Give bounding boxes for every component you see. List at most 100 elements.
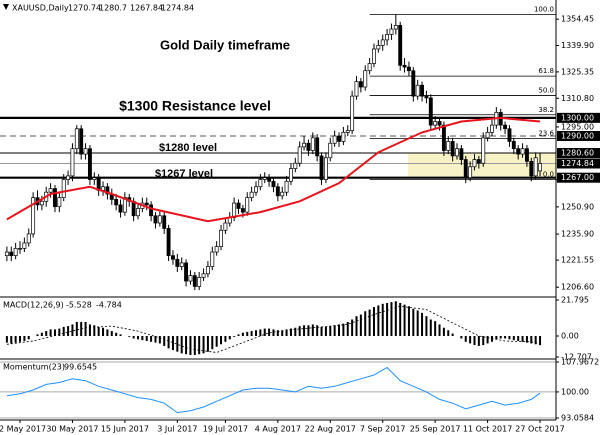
candle-body — [271, 180, 276, 188]
macd-bar — [237, 334, 240, 337]
candle-body — [153, 215, 158, 224]
macd-bar — [386, 302, 389, 337]
macd-bar — [206, 336, 209, 352]
macd-bar — [333, 325, 336, 337]
candle-body — [503, 124, 508, 130]
candle-body — [441, 124, 446, 151]
macd-bar — [198, 336, 201, 355]
candle-body — [136, 208, 140, 217]
y-tick-label: 1339.90 — [561, 41, 594, 50]
candle-body — [13, 248, 18, 257]
candle-body — [481, 137, 486, 164]
candle-body — [118, 204, 123, 213]
macd-bar — [316, 325, 319, 337]
candle-body — [92, 177, 97, 180]
candle-body — [166, 228, 171, 257]
macd-bar — [421, 312, 424, 337]
level-label-box — [557, 158, 600, 169]
level-label-box — [557, 148, 600, 159]
macd-bar — [324, 326, 327, 337]
macd-bar — [482, 336, 485, 346]
macd-bar — [364, 311, 367, 337]
symbol: XAUUSD,Daily — [12, 4, 69, 13]
macd-bar — [19, 336, 22, 342]
candle-body — [258, 179, 263, 188]
macd-bar — [141, 336, 144, 341]
fib-label: 23.6 — [538, 130, 554, 138]
candle-body — [398, 25, 403, 66]
candle-body — [87, 148, 92, 180]
candle-body — [393, 25, 398, 30]
macd-bar — [119, 334, 122, 337]
macd-bar — [163, 336, 166, 346]
x-tick-label: 30 May 2017 — [46, 425, 98, 434]
macd-bar — [250, 331, 253, 337]
macd-bar — [372, 307, 375, 337]
macd-bar — [263, 328, 266, 337]
candle-body — [511, 141, 516, 150]
macd-bar — [180, 336, 183, 354]
candle-body — [74, 128, 79, 150]
macd-bar — [311, 324, 314, 337]
candle-body — [57, 197, 62, 208]
macd-bar — [185, 336, 188, 355]
macd-bar — [246, 331, 249, 337]
macd-bar — [176, 336, 179, 352]
macd-bar — [460, 336, 463, 339]
macd-bar — [512, 336, 515, 341]
x-tick-label: 11 Oct 2017 — [463, 425, 512, 434]
candle-body — [455, 148, 459, 157]
candle-body — [210, 251, 215, 267]
candle-body — [157, 215, 162, 224]
x-tick-label: 27 Oct 2017 — [515, 425, 564, 434]
macd-bar — [473, 336, 476, 346]
macd-bar — [202, 336, 205, 354]
candle-body — [341, 132, 346, 142]
candle-body — [380, 39, 385, 46]
y-tick-label: 1310.80 — [561, 94, 594, 103]
macd-bar — [504, 336, 507, 339]
macd-bar — [132, 336, 135, 339]
candle-body — [529, 161, 534, 177]
macd-bar — [346, 321, 349, 337]
macd-name: MACD(12,26,9) — [3, 301, 64, 310]
candle-body — [249, 191, 254, 198]
macd-bar — [228, 336, 231, 340]
macd-bar — [53, 329, 56, 337]
macd-bar — [193, 336, 196, 356]
signal-value: -4.784 — [96, 301, 122, 310]
candle-body — [122, 197, 127, 213]
candle-body — [223, 222, 228, 231]
macd-bar — [40, 332, 43, 337]
macd-bar — [342, 323, 345, 337]
macd-bar — [259, 329, 262, 337]
macd-bar — [154, 336, 157, 343]
candle-body — [507, 128, 512, 142]
candle-body — [485, 132, 490, 139]
macd-bar — [469, 336, 472, 344]
candle-body — [175, 258, 180, 267]
low-value: 1267.84 — [130, 4, 163, 13]
candle-body — [293, 162, 298, 169]
macd-bar — [67, 326, 70, 337]
candle-body — [363, 70, 368, 88]
annotation: $1267 level — [155, 168, 213, 180]
candle-body — [297, 146, 302, 164]
candle-body — [459, 148, 464, 160]
macd-bar — [377, 305, 380, 337]
candle-body — [476, 159, 481, 164]
candle-body — [184, 262, 189, 282]
annotation: $1280 level — [159, 142, 217, 154]
macd-bar — [539, 336, 542, 346]
candle-body — [350, 95, 355, 131]
y-tick-label: 21.795 — [561, 296, 589, 305]
macd-bar — [58, 328, 61, 337]
macd-bar — [281, 330, 284, 337]
macd-bar — [442, 327, 445, 337]
macd-bar — [399, 302, 402, 337]
candle-body — [267, 177, 272, 182]
macd-bar — [447, 330, 450, 337]
candle-body — [275, 186, 280, 197]
momentum-name: Momentum(23) — [3, 363, 65, 372]
